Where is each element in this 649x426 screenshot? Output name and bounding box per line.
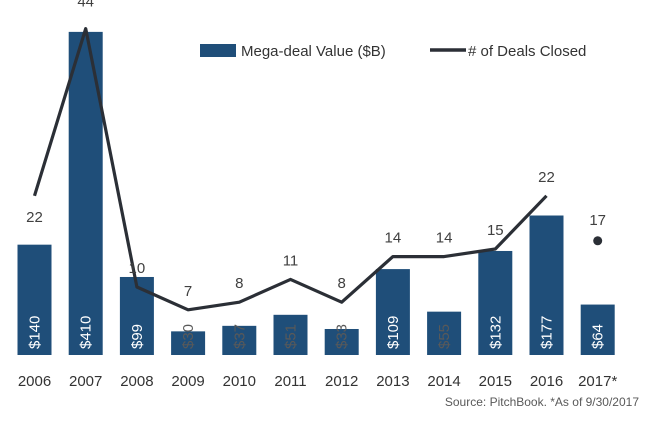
- bar-value-label: $30: [180, 324, 197, 349]
- bar-2014: [427, 311, 462, 355]
- line-value-label: 15: [487, 222, 504, 239]
- bar-2007: [68, 31, 103, 356]
- x-tick-label: 2017*: [578, 373, 617, 390]
- line-value-label: 17: [589, 212, 606, 229]
- line-value-label: 22: [538, 169, 555, 186]
- bar-value-label: $140: [27, 316, 44, 349]
- x-tick-label: 2008: [120, 373, 153, 390]
- bar-2017*: [580, 304, 615, 355]
- x-tick-label: 2007: [69, 373, 102, 390]
- bar-2008: [119, 276, 154, 355]
- bar-value-label: $99: [129, 324, 146, 349]
- x-tick-label: 2013: [376, 373, 409, 390]
- bar-2010: [222, 325, 257, 355]
- legend-bar-label: Mega-deal Value ($B): [241, 43, 386, 60]
- bar-2006: [17, 244, 52, 355]
- bar-value-label: $132: [487, 316, 504, 349]
- line-value-label: 22: [26, 209, 43, 226]
- x-tick-label: 2006: [18, 373, 51, 390]
- x-tick-label: 2015: [479, 373, 512, 390]
- line-value-label: 7: [184, 283, 192, 300]
- legend-line-label: # of Deals Closed: [468, 43, 586, 60]
- x-tick-label: 2009: [171, 373, 204, 390]
- bar-2011: [273, 314, 308, 355]
- line-value-label: 8: [235, 275, 243, 292]
- line-value-label: 44: [77, 0, 94, 11]
- bar-2013: [375, 269, 410, 355]
- line-value-label: 11: [283, 252, 299, 269]
- source-note: Source: PitchBook. *As of 9/30/2017: [444, 395, 639, 409]
- bar-2016: [529, 215, 564, 355]
- deals-2017-marker: [593, 236, 603, 246]
- bar-2015: [478, 250, 513, 355]
- x-tick-label: 2011: [274, 373, 306, 390]
- bar-value-label: $37: [231, 324, 248, 349]
- line-value-label: 8: [338, 275, 346, 292]
- x-tick-label: 2016: [530, 373, 563, 390]
- bar-value-label: $64: [590, 324, 607, 349]
- bar-value-label: $177: [539, 316, 556, 349]
- bar-value-label: $51: [283, 324, 300, 349]
- x-tick-label: 2012: [325, 373, 358, 390]
- legend-bar-swatch: [200, 44, 236, 57]
- x-tick-label: 2010: [223, 373, 256, 390]
- bar-value-label: $55: [436, 324, 453, 349]
- deals-closed-line: [32, 27, 548, 312]
- bar-2012: [324, 328, 359, 355]
- line-value-label: 14: [436, 230, 453, 247]
- x-tick-label: 2014: [427, 373, 460, 390]
- bar-2009: [171, 331, 206, 355]
- bar-value-label: $109: [385, 316, 402, 349]
- line-value-label: 10: [129, 260, 146, 277]
- bar-value-label: $410: [78, 316, 95, 349]
- bar-value-label: $33: [334, 324, 351, 349]
- line-value-label: 14: [385, 230, 402, 247]
